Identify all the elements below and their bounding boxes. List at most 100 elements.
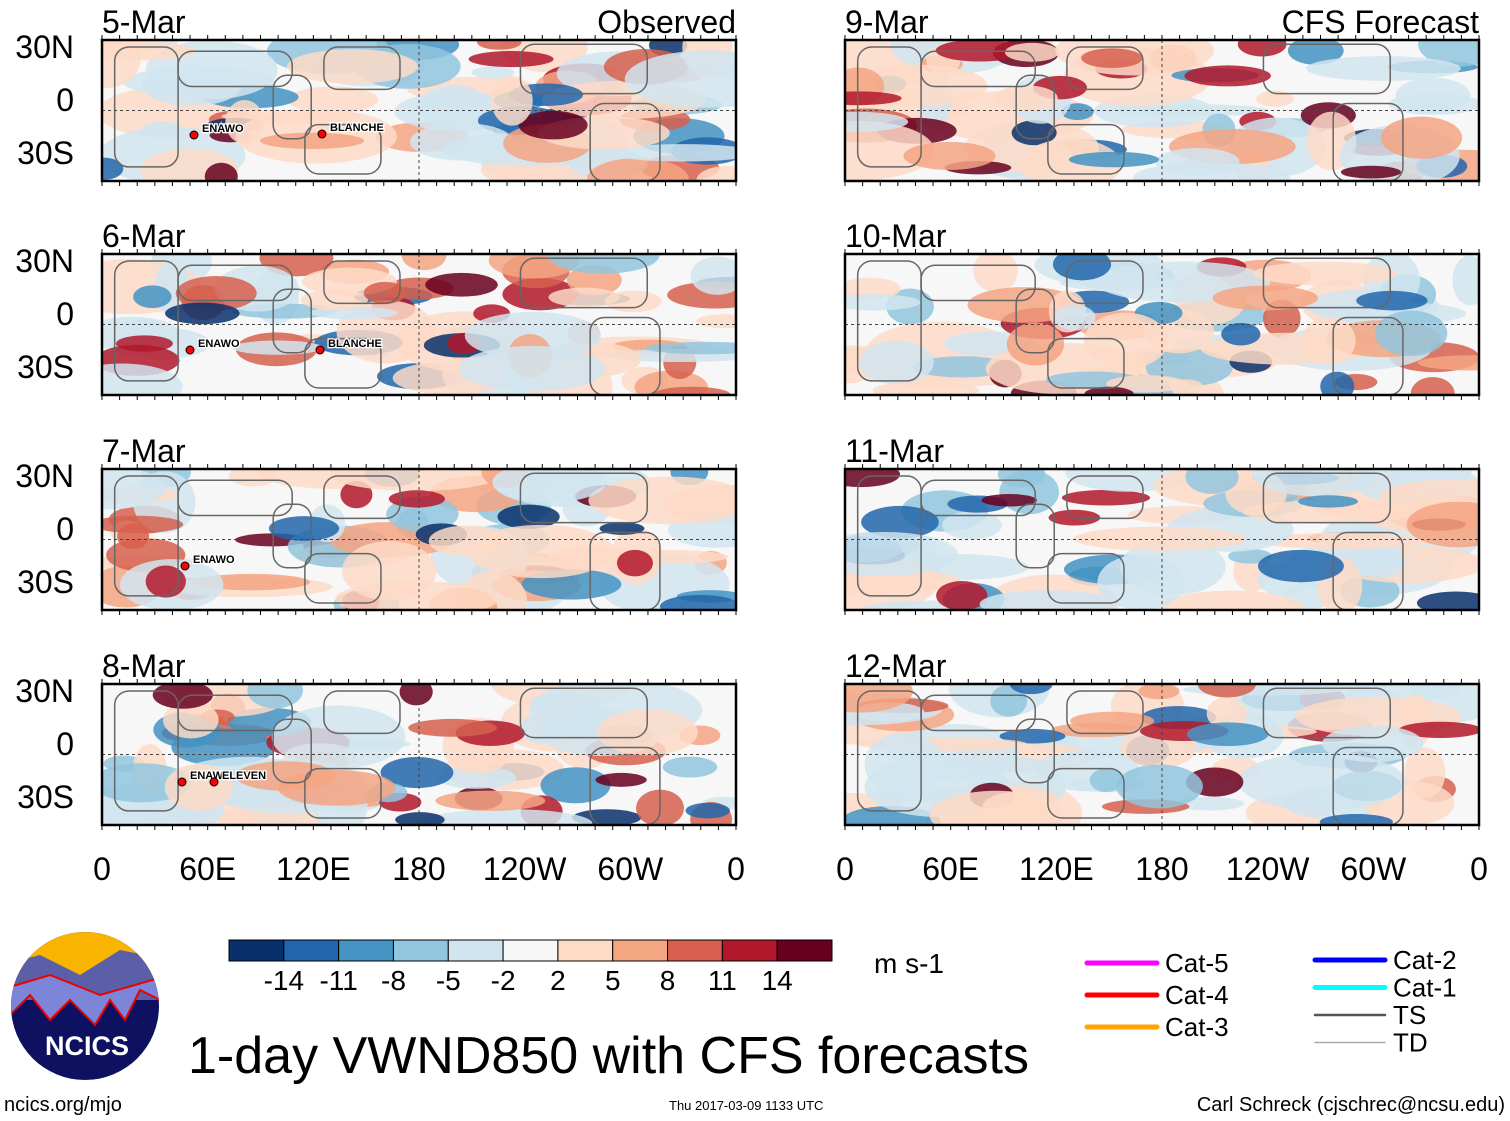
anomaly-blob (548, 287, 620, 307)
anomaly-blob (1160, 590, 1304, 610)
anomaly-blob (1070, 711, 1155, 730)
footer-author: Carl Schreck (cjschrec@ncsu.edu) (1196, 1094, 1505, 1116)
colorbar-swatch (283, 939, 340, 962)
anomaly-blob (845, 294, 921, 311)
anomaly-blob (287, 86, 379, 114)
anomaly-blob (653, 386, 731, 395)
coastline (1047, 552, 1125, 604)
coastline (272, 288, 312, 354)
wind-anomaly-field (102, 40, 736, 181)
anomaly-blob (1061, 489, 1151, 506)
storm-track-marker (317, 129, 327, 139)
panel-date: 7-Mar (102, 433, 186, 469)
anomaly-blob (1221, 322, 1261, 346)
anomaly-blob (401, 254, 447, 271)
anomaly-blob (1340, 165, 1401, 179)
anomaly-blob (845, 277, 901, 300)
coastline (323, 46, 401, 91)
coastline (1066, 690, 1144, 735)
map-panel-6-Mar: 6-Mar 30N 0 30S ENAWO BLANCHE (15, 218, 738, 400)
anomaly-blob (437, 766, 517, 789)
coastline (589, 531, 661, 610)
anomaly-blob (491, 75, 533, 126)
anomaly-blob (1302, 316, 1356, 365)
anomaly-blob (696, 314, 736, 329)
anomaly-blob (388, 490, 445, 508)
storm-track-marker (177, 777, 187, 787)
coastline (1262, 257, 1391, 309)
coastline (1047, 337, 1125, 389)
anomaly-blob (1252, 261, 1398, 286)
anomaly-blob (1197, 684, 1257, 698)
anomaly-blob (861, 505, 939, 539)
anomaly-blob (845, 111, 909, 132)
anomaly-blob (102, 363, 183, 395)
coastline (589, 746, 661, 825)
coastline (856, 260, 922, 382)
coastline (519, 257, 648, 309)
anomaly-blob (696, 166, 736, 181)
anomaly-blob (232, 340, 323, 355)
anomaly-blob (1011, 120, 1057, 146)
panel-date: 12-Mar (845, 648, 947, 684)
x-tick-label: 180 (392, 851, 445, 887)
legend-label: Cat-2 (1393, 945, 1457, 975)
anomaly-blob (459, 345, 606, 392)
panel-date: 10-Mar (845, 218, 947, 254)
storm-track-marker (180, 561, 190, 571)
anomaly-blob (175, 275, 257, 311)
colorbar-swatch (228, 939, 285, 962)
anomaly-blob (287, 49, 418, 84)
y-tick-label: 30N (15, 673, 74, 709)
colorbar-swatch (502, 939, 559, 962)
anomaly-blob (102, 469, 166, 510)
coastline (519, 472, 648, 524)
legend-label: Cat-5 (1165, 948, 1229, 978)
logo-art (11, 932, 159, 1080)
coastline (304, 123, 382, 175)
x-tick-label: 120W (1226, 851, 1310, 887)
map-panel-10-Mar: 10-Mar (843, 218, 1481, 400)
anomaly-blob (225, 99, 264, 144)
coastline (1332, 102, 1404, 181)
coastline (856, 690, 922, 812)
map-panel-5-Mar: 5-Mar Observed 30N 0 30S ENAWO BLANCHE (15, 4, 738, 186)
anomaly-blob (102, 157, 124, 180)
colorbar-label: -2 (491, 965, 516, 996)
coastline (113, 475, 179, 597)
anomaly-blob (335, 581, 499, 610)
y-tick-label: 0 (56, 511, 74, 547)
anomaly-blob (145, 565, 186, 598)
anomaly-blob (616, 549, 653, 577)
anomaly-blob (859, 340, 934, 385)
anomaly-blob (1375, 310, 1448, 356)
colorbar-swatch (392, 939, 449, 962)
anomaly-blob (1105, 375, 1187, 393)
wind-anomaly-field (845, 40, 1479, 181)
anomaly-blob (259, 132, 365, 150)
storm-track-marker (189, 130, 199, 140)
panel-date: 11-Mar (845, 433, 944, 469)
anomaly-blob (471, 66, 515, 79)
anomaly-blob (1083, 312, 1169, 369)
anomaly-blob (586, 158, 689, 181)
coastline (323, 475, 401, 520)
anomaly-blob (1155, 147, 1240, 176)
colorbar-label: -5 (436, 965, 461, 996)
anomaly-blob (228, 469, 278, 487)
wind-anomaly-field (102, 469, 736, 610)
anomaly-blob (418, 84, 491, 131)
colorbar-label: 11 (708, 965, 737, 996)
anomaly-blob (845, 532, 958, 577)
x-tick-label: 60E (922, 851, 979, 887)
storm-track-marker (185, 345, 195, 355)
coastline (1332, 316, 1404, 395)
anomaly-blob (1097, 554, 1186, 610)
footer-url[interactable]: ncics.org/mjo (4, 1094, 122, 1116)
logo-mountain (11, 973, 159, 1027)
anomaly-blob (399, 684, 433, 706)
anomaly-blob (662, 756, 718, 778)
coastline (1262, 687, 1391, 739)
anomaly-blob (1322, 725, 1424, 762)
